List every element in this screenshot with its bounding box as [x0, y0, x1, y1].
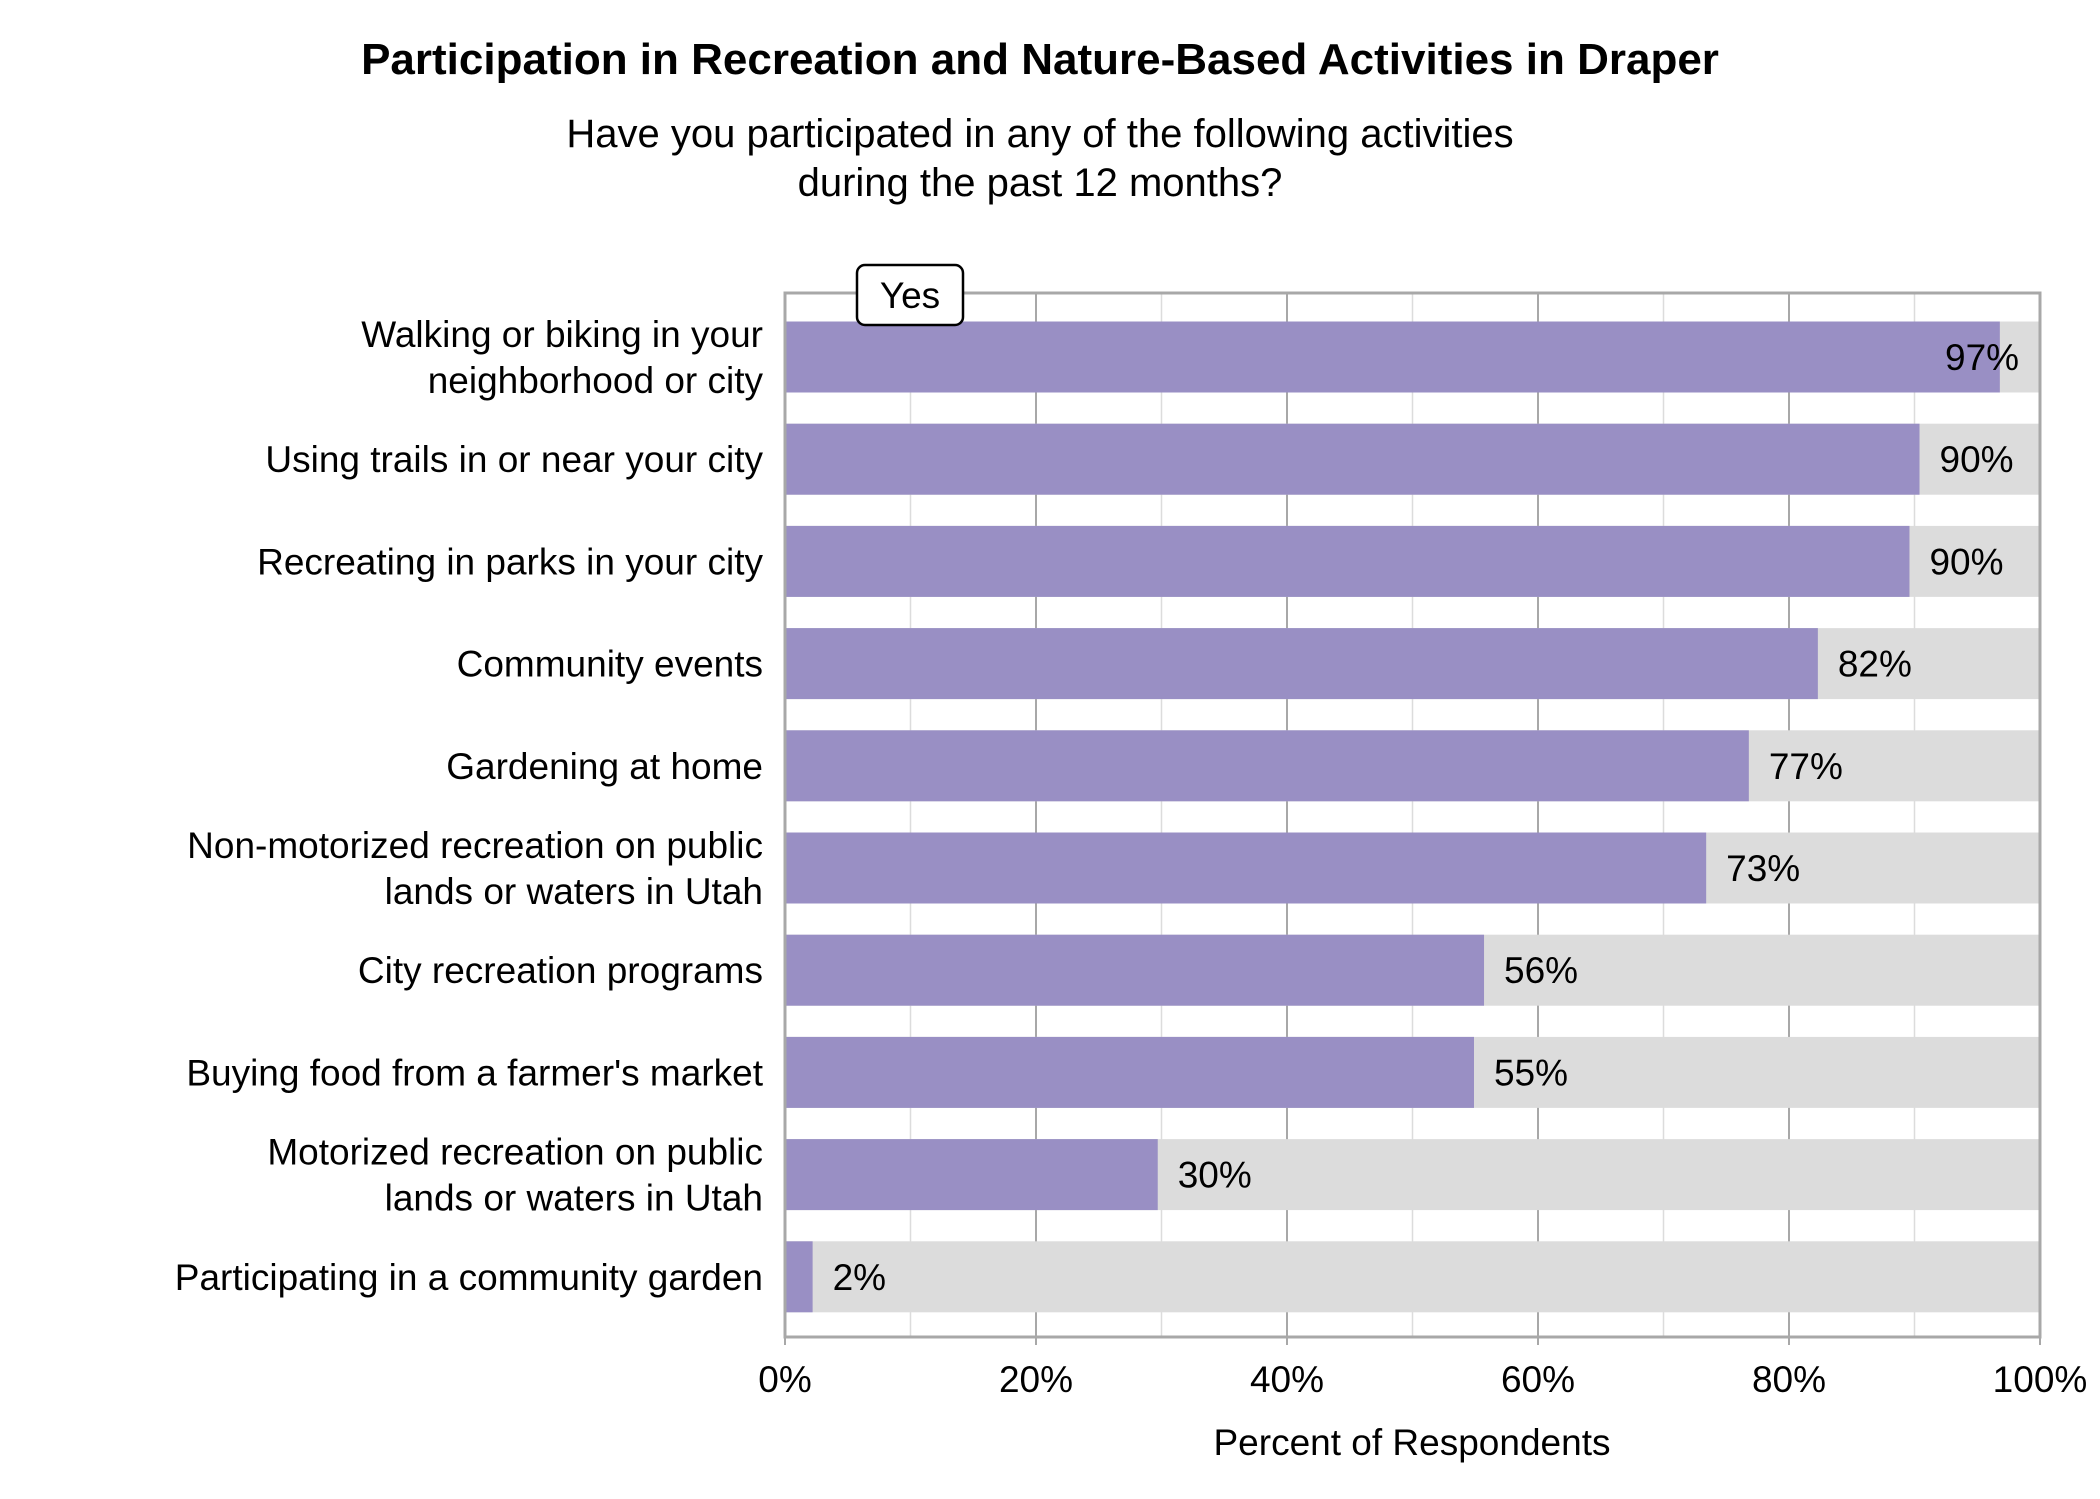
category-label: Gardening at home [446, 746, 763, 787]
x-tick-label: 100% [1993, 1359, 2088, 1400]
legend-label-yes: Yes [880, 275, 940, 316]
bar-yes [785, 525, 1910, 597]
category-label: lands or waters in Utah [385, 1178, 763, 1219]
chart-title: Participation in Recreation and Nature-B… [361, 35, 1719, 84]
bar-remainder [785, 1241, 2040, 1313]
bar-yes [785, 1036, 1474, 1108]
data-label: 2% [833, 1257, 886, 1298]
data-label: 73% [1726, 848, 1800, 889]
data-label: 82% [1838, 644, 1912, 685]
data-label: 30% [1178, 1155, 1252, 1196]
x-axis-ticks: 0% 20% 40% 60% 80% 100% [758, 1337, 2087, 1400]
legend: Yes [855, 263, 965, 327]
bar-yes [785, 423, 1920, 495]
category-label: neighborhood or city [428, 360, 764, 401]
category-label: Community events [457, 644, 763, 685]
data-label: 90% [1929, 541, 2003, 582]
legend-box [855, 263, 965, 327]
bars: 97% 90% 90% 82% 77% 73% 56% 55% 30% 2% [785, 321, 2040, 1313]
data-label: 90% [1940, 439, 2014, 480]
chart-subtitle-line-2: during the past 12 months? [798, 161, 1283, 205]
category-label: Participating in a community garden [175, 1257, 763, 1298]
data-label: 56% [1504, 950, 1578, 991]
x-tick-label: 20% [999, 1359, 1073, 1400]
x-tick-label: 40% [1250, 1359, 1324, 1400]
category-label: Recreating in parks in your city [257, 541, 763, 582]
x-axis-label: Percent of Respondents [1214, 1422, 1611, 1463]
x-tick-label: 80% [1752, 1359, 1826, 1400]
category-label: Buying food from a farmer's market [186, 1052, 763, 1093]
bar-yes [785, 1139, 1158, 1211]
category-labels: Walking or biking in your neighborhood or… [175, 314, 764, 1298]
bar-yes [785, 934, 1485, 1006]
data-label: 97% [1945, 337, 2019, 378]
bar-yes [785, 628, 1818, 700]
bar-yes [785, 832, 1707, 904]
x-tick-label: 0% [758, 1359, 811, 1400]
bar-yes [785, 730, 1749, 802]
chart-subtitle-line-1: Have you participated in any of the foll… [566, 112, 1513, 156]
data-label: 55% [1494, 1052, 1568, 1093]
bar-yes [785, 321, 2000, 393]
plot-frame [783, 291, 2042, 1339]
bar-yes [785, 1241, 813, 1313]
category-label: Motorized recreation on public [267, 1132, 763, 1173]
x-tick-label: 60% [1501, 1359, 1575, 1400]
data-label: 77% [1769, 746, 1843, 787]
category-label: City recreation programs [358, 950, 763, 991]
category-label: lands or waters in Utah [385, 871, 763, 912]
category-label: Using trails in or near your city [265, 439, 763, 480]
category-label: Walking or biking in your [361, 314, 763, 355]
category-label: Non-motorized recreation on public [187, 825, 763, 866]
